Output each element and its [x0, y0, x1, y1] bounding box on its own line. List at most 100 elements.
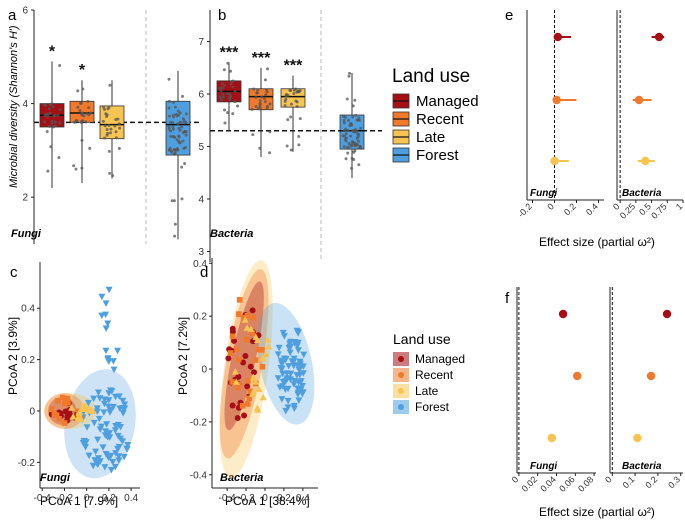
panel-b-point-forest — [344, 132, 348, 136]
panel-b-point-forest — [344, 157, 348, 161]
panel-a-point-forest — [173, 222, 177, 226]
panel-b-point-forest — [356, 118, 360, 122]
panel-c-point-late — [75, 409, 83, 416]
panel-d-point-late — [259, 354, 267, 362]
panel-c-point-forest — [97, 423, 105, 431]
panel-d-point-managed — [249, 307, 256, 314]
panel-b-point-recent — [266, 67, 270, 71]
panel-a-point-forest — [170, 199, 174, 203]
panel-b-sig-late: *** — [284, 58, 303, 75]
panel-d-point-managed — [234, 415, 241, 422]
panel-c-point-forest — [111, 427, 119, 434]
panel-a-point-forest — [180, 125, 184, 129]
panel-b-point-forest — [357, 116, 361, 120]
panel-b-point-recent — [256, 88, 260, 92]
panel-a-point-forest — [181, 117, 185, 121]
panel-d-point-late — [249, 373, 257, 381]
panel-d-point-managed — [240, 359, 247, 366]
panel-a-point-forest — [180, 165, 184, 169]
panel-c-xtick-label: 0.2 — [102, 493, 116, 504]
panel-b-point-forest — [350, 123, 354, 127]
panel-b-ytick-label: 7 — [198, 37, 204, 48]
panel-a-point-recent — [74, 119, 78, 123]
panel-b-point-managed — [231, 79, 235, 83]
panel-e-xtick-label: 0 — [545, 201, 556, 212]
legend-top-item-managed: Managed — [416, 93, 479, 110]
legend-mid-item-forest: Forest — [415, 400, 450, 414]
panel-a-point-recent — [76, 105, 80, 109]
panel-b-point-late — [289, 115, 293, 119]
panel-f-xtick-label: 0.3 — [666, 474, 682, 490]
panel-d-point-managed — [241, 412, 248, 419]
panel-label-e: e — [505, 7, 513, 24]
panel-b-ytick-label: 4 — [198, 195, 204, 206]
panel-b-point-recent — [250, 107, 254, 111]
panel-f-xtick-label: 0.2 — [643, 474, 659, 490]
panel-d-point-late — [231, 368, 239, 375]
panel-b-point-forest — [359, 126, 363, 130]
panel-a-point-managed — [47, 107, 51, 111]
panel-d-point-recent — [235, 356, 242, 363]
panel-c-point-forest — [95, 415, 103, 423]
panel-c-point-recent — [63, 396, 70, 403]
panel-a-point-late — [103, 107, 107, 111]
panel-d-point-recent — [245, 401, 251, 407]
panel-b-point-managed — [222, 68, 226, 72]
panel-e-xtick-label: 0.25 — [618, 201, 637, 220]
panel-d-point-forest — [276, 384, 284, 391]
panel-a-point-recent — [81, 87, 85, 91]
panel-e-fungi-title: Fungi — [530, 188, 557, 199]
panel-a-point-late — [118, 126, 122, 130]
panel-c-point-forest — [111, 463, 119, 471]
panel-b-point-recent — [252, 87, 256, 91]
panel-c-point-forest — [101, 464, 109, 471]
panel-b-point-late — [298, 117, 302, 121]
panel-e-xtick-label: 0.4 — [584, 201, 600, 217]
panel-b-point-recent — [256, 107, 260, 111]
panel-c-point-forest — [110, 366, 118, 374]
panel-a-sig-recent: * — [79, 62, 86, 79]
panel-a-point-managed — [43, 103, 47, 107]
panel-a-point-recent — [80, 119, 84, 123]
panel-b-point-forest — [342, 119, 346, 123]
panel-a-point-late — [108, 171, 112, 175]
panel-c-point-managed — [66, 411, 73, 418]
panel-b-point-recent — [258, 98, 262, 102]
panel-b-point-forest — [350, 156, 354, 160]
panel-a-point-late — [105, 113, 109, 117]
panel-a-point-managed — [58, 63, 62, 67]
panel-a-point-forest — [173, 234, 177, 238]
panel-e-xtick-label: 0.2 — [562, 201, 578, 217]
panel-e-point-late — [641, 156, 650, 166]
panel-b-point-forest — [349, 143, 353, 147]
panel-c-xtick-label: 0.4 — [124, 493, 138, 504]
panel-d-point-late — [265, 342, 273, 350]
panel-d-ytick-label: -0.4 — [190, 470, 208, 481]
panel-d-point-forest — [284, 397, 292, 405]
panel-a-ytick-label: 4 — [22, 99, 28, 110]
panel-c-point-late — [76, 415, 84, 422]
panel-c-point-forest — [114, 421, 122, 429]
panel-d-point-recent — [234, 384, 241, 391]
panel-b-point-forest — [354, 128, 358, 132]
panel-a-ylabel: Microbial diversity (Shannon's H') — [8, 25, 20, 188]
panel-d-point-managed — [225, 355, 232, 362]
panel-d-point-recent — [227, 350, 234, 356]
panel-c-point-forest — [102, 450, 110, 458]
panel-b-point-forest — [357, 163, 361, 167]
panel-c-ylabel: PCoA 2 [3.9%] — [6, 317, 20, 395]
panel-a-point-forest — [184, 145, 188, 149]
panel-b-point-recent — [268, 151, 272, 155]
panel-c-ytick-label: 0.4 — [21, 304, 35, 315]
panel-d-point-recent — [259, 347, 265, 353]
panel-c-point-forest — [104, 320, 112, 327]
panel-e-xtick-label: 0 — [611, 201, 622, 212]
panel-e-point-late — [550, 156, 559, 166]
panel-a-point-recent — [88, 146, 92, 150]
panel-a-point-recent — [72, 164, 76, 168]
panel-b-point-recent — [254, 105, 258, 109]
panel-a-point-forest — [176, 109, 180, 113]
panel-b-ytick-label: 3 — [198, 247, 204, 258]
panel-a-point-forest — [171, 135, 175, 139]
